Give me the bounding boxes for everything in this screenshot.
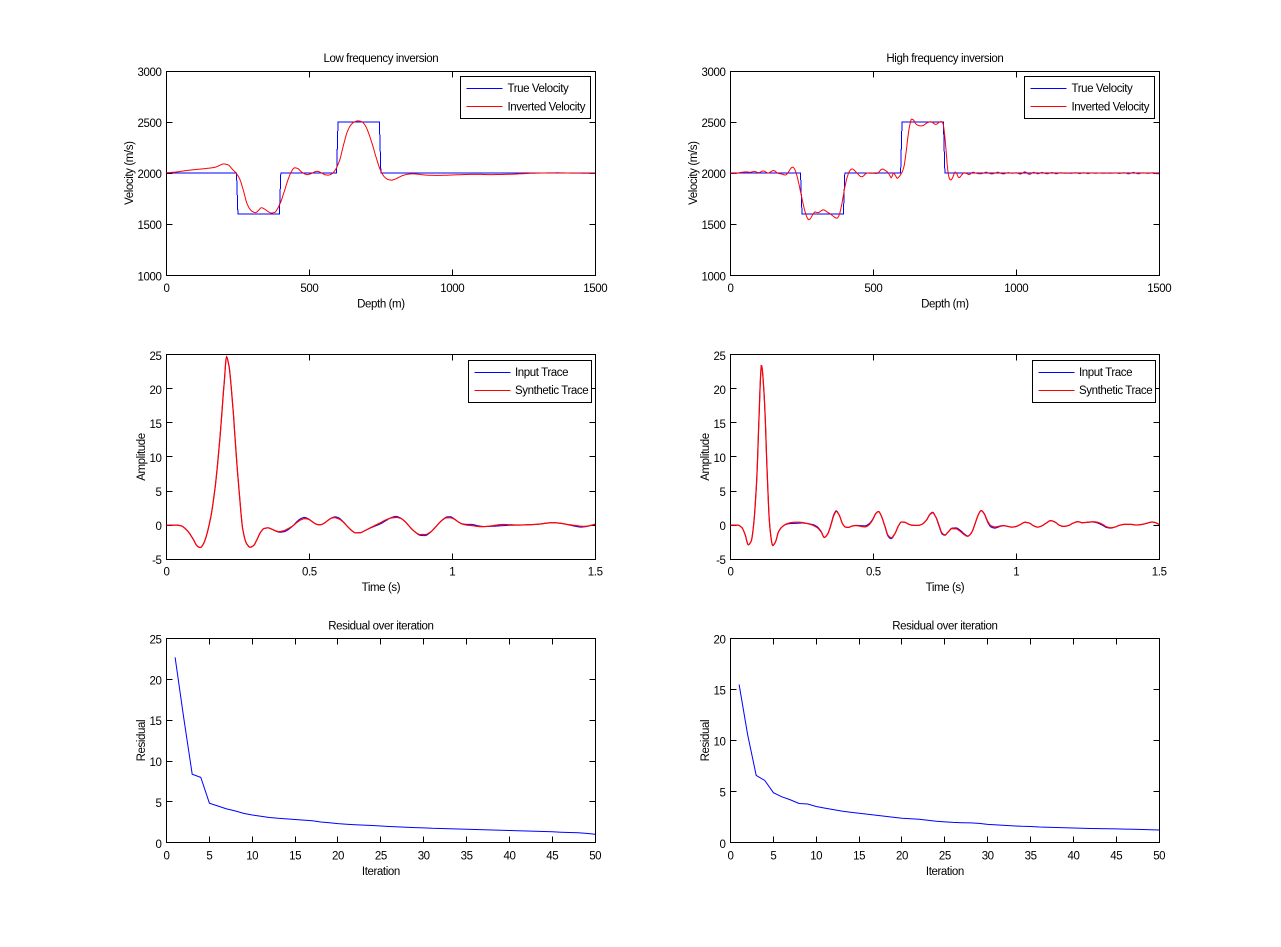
svg-text:15: 15 [289,850,301,862]
svg-text:Amplitude: Amplitude [136,433,148,481]
svg-text:5: 5 [720,788,726,800]
svg-text:1500: 1500 [583,283,607,295]
svg-text:True Velocity: True Velocity [1072,83,1133,95]
svg-text:35: 35 [1025,850,1037,862]
svg-text:-5: -5 [152,555,161,567]
svg-text:45: 45 [546,850,558,862]
svg-text:45: 45 [1110,850,1122,862]
svg-text:25: 25 [150,351,162,363]
svg-text:1500: 1500 [138,220,162,232]
svg-text:40: 40 [1068,850,1080,862]
svg-text:Iteration: Iteration [926,866,964,878]
svg-text:20: 20 [332,850,344,862]
svg-text:20: 20 [714,385,726,397]
svg-text:Low frequency inversion: Low frequency inversion [323,53,438,65]
svg-text:0: 0 [164,850,170,862]
svg-text:Inverted Velocity: Inverted Velocity [508,101,586,113]
svg-text:Depth (m): Depth (m) [921,298,969,310]
svg-text:0: 0 [164,283,170,295]
svg-text:1000: 1000 [440,283,464,295]
svg-text:0: 0 [728,850,734,862]
svg-text:Velocity (m/s): Velocity (m/s) [688,141,700,205]
svg-text:5: 5 [206,850,212,862]
svg-text:25: 25 [375,850,387,862]
svg-text:10: 10 [150,453,162,465]
svg-text:0: 0 [720,839,726,851]
svg-text:20: 20 [150,675,162,687]
svg-text:2500: 2500 [702,118,726,130]
svg-text:0.5: 0.5 [866,567,881,579]
svg-text:0.5: 0.5 [302,567,317,579]
svg-text:10: 10 [714,737,726,749]
svg-text:Synthetic Trace: Synthetic Trace [1079,385,1152,397]
svg-text:Iteration: Iteration [362,866,400,878]
svg-text:2500: 2500 [138,118,162,130]
svg-text:Input Trace: Input Trace [515,367,568,379]
svg-text:Time (s): Time (s) [362,582,401,594]
svg-text:Input Trace: Input Trace [1079,367,1132,379]
svg-text:15: 15 [150,716,162,728]
svg-text:10: 10 [810,850,822,862]
svg-text:20: 20 [896,850,908,862]
svg-text:True Velocity: True Velocity [508,83,569,95]
svg-text:25: 25 [714,351,726,363]
svg-text:0: 0 [720,521,726,533]
svg-text:-5: -5 [716,555,725,567]
svg-text:1: 1 [1013,567,1019,579]
svg-text:Time (s): Time (s) [926,582,965,594]
svg-text:0: 0 [728,283,734,295]
svg-text:25: 25 [939,850,951,862]
svg-text:15: 15 [150,419,162,431]
svg-text:15: 15 [714,419,726,431]
svg-text:Residual: Residual [136,720,148,762]
svg-text:5: 5 [156,798,162,810]
svg-text:0: 0 [164,567,170,579]
svg-text:1000: 1000 [1004,283,1028,295]
svg-text:1.5: 1.5 [1152,567,1167,579]
svg-text:1000: 1000 [702,271,726,283]
svg-text:15: 15 [714,686,726,698]
svg-text:20: 20 [714,635,726,647]
svg-text:High frequency inversion: High frequency inversion [886,53,1003,65]
svg-text:Velocity (m/s): Velocity (m/s) [124,141,136,205]
svg-text:20: 20 [150,385,162,397]
svg-text:40: 40 [504,850,516,862]
svg-text:Amplitude: Amplitude [700,433,712,481]
svg-text:1500: 1500 [1147,283,1171,295]
svg-text:500: 500 [300,283,318,295]
svg-text:5: 5 [720,487,726,499]
svg-text:Synthetic Trace: Synthetic Trace [515,385,588,397]
svg-text:1500: 1500 [702,220,726,232]
svg-text:10: 10 [714,453,726,465]
svg-text:30: 30 [982,850,994,862]
svg-text:3000: 3000 [138,67,162,79]
svg-text:1: 1 [449,567,455,579]
svg-text:35: 35 [461,850,473,862]
svg-text:Residual: Residual [700,720,712,762]
svg-text:50: 50 [589,850,601,862]
svg-text:Residual over iteration: Residual over iteration [892,621,997,633]
svg-text:30: 30 [418,850,430,862]
svg-text:0: 0 [156,839,162,851]
svg-text:Inverted Velocity: Inverted Velocity [1072,101,1150,113]
svg-text:0: 0 [728,567,734,579]
svg-text:1000: 1000 [138,271,162,283]
svg-text:10: 10 [150,757,162,769]
svg-text:500: 500 [864,283,882,295]
svg-text:2000: 2000 [138,169,162,181]
svg-text:10: 10 [246,850,258,862]
svg-text:3000: 3000 [702,67,726,79]
svg-text:5: 5 [770,850,776,862]
svg-text:2000: 2000 [702,169,726,181]
svg-text:Depth (m): Depth (m) [357,298,405,310]
svg-text:50: 50 [1153,850,1165,862]
svg-text:1.5: 1.5 [588,567,603,579]
svg-text:25: 25 [150,635,162,647]
svg-text:0: 0 [156,521,162,533]
svg-text:5: 5 [156,487,162,499]
svg-text:Residual over iteration: Residual over iteration [328,621,433,633]
svg-text:15: 15 [853,850,865,862]
